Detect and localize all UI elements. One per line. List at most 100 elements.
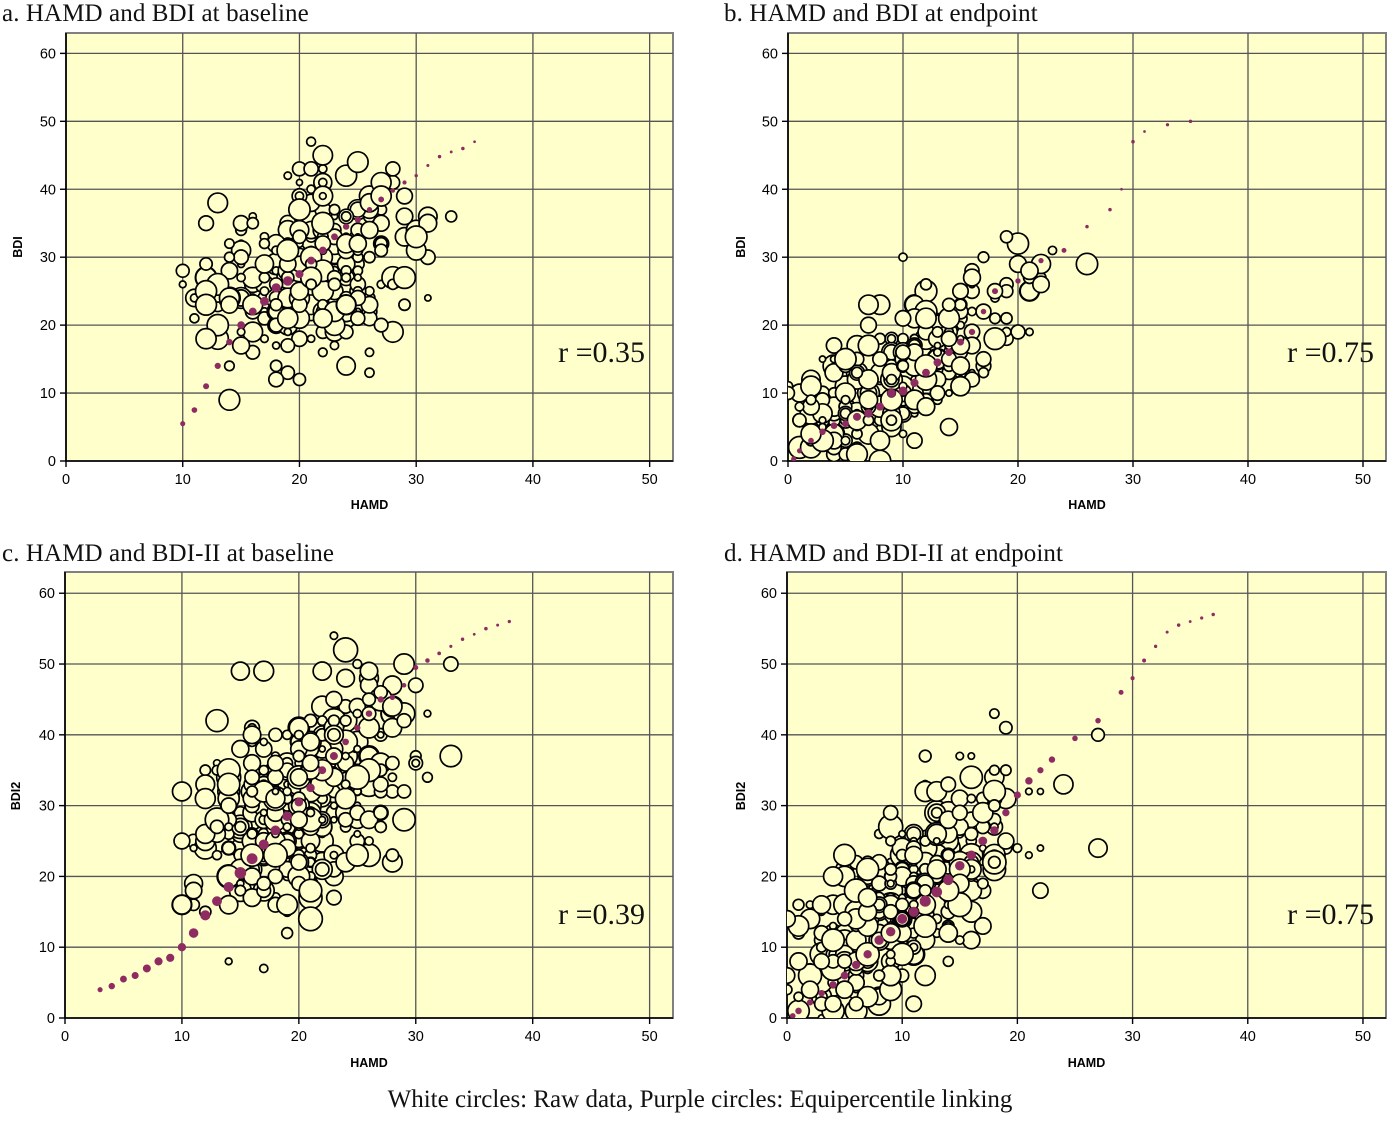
correlation-annotation: r =0.75 [1287, 898, 1374, 931]
raw-data-circle [259, 286, 270, 297]
raw-data-circle [423, 293, 432, 302]
raw-data-circle [822, 866, 844, 887]
raw-data-circle [787, 909, 797, 928]
raw-data-circle [339, 714, 352, 727]
raw-data-circle [858, 369, 879, 390]
raw-data-circle [336, 355, 357, 376]
raw-data-circle [283, 171, 293, 181]
equipercentile-circle [142, 964, 151, 973]
raw-data-circle [340, 272, 352, 283]
raw-data-circle [421, 771, 434, 784]
raw-data-circle [1087, 838, 1109, 859]
raw-data-circle [305, 136, 317, 147]
equipercentile-circle [108, 982, 115, 990]
data-points-group [175, 136, 476, 427]
raw-data-circle [941, 297, 957, 312]
panel-b: b. HAMD and BDI at endpoint 0 10 20 30 40 50 6… [700, 0, 1400, 520]
raw-data-circle [869, 430, 891, 452]
raw-data-circle [254, 254, 275, 274]
raw-data-circle [359, 661, 379, 681]
raw-data-circle [231, 336, 251, 355]
raw-data-circle [821, 928, 846, 953]
raw-data-circle [1090, 727, 1106, 742]
equipercentile-circle [389, 694, 396, 700]
x-axis-tick-label: 40 [1240, 1029, 1256, 1045]
x-axis-tick-label: 30 [408, 472, 424, 488]
raw-data-circle [253, 660, 275, 682]
raw-data-circle [209, 819, 225, 835]
raw-data-circle [280, 365, 296, 381]
raw-data-circle [329, 850, 339, 860]
raw-data-circle [967, 751, 976, 761]
raw-data-circle [930, 806, 943, 819]
equipercentile-circle [306, 783, 315, 793]
equipercentile-circle [1153, 644, 1158, 649]
raw-data-circle [398, 298, 411, 312]
raw-data-circle [818, 355, 827, 364]
raw-data-circle [793, 991, 804, 1003]
equipercentile-circle [910, 378, 919, 387]
raw-data-circle [423, 709, 432, 718]
raw-data-circle [292, 229, 307, 245]
raw-data-circle [246, 828, 258, 840]
raw-data-circle [303, 160, 320, 177]
raw-data-circle [259, 808, 268, 817]
raw-data-circle [926, 859, 947, 880]
x-axis-tick-label: 20 [291, 472, 307, 488]
raw-data-circle [392, 807, 417, 832]
raw-data-circle [962, 268, 982, 287]
raw-data-circle [988, 708, 1000, 720]
equipercentile-circle [1165, 123, 1170, 127]
equipercentile-circle [131, 971, 139, 980]
raw-data-circle [886, 333, 897, 344]
raw-data-circle [885, 835, 897, 847]
raw-data-circle [373, 317, 389, 333]
raw-data-circle [189, 313, 200, 324]
x-axis-tick-label: 20 [1009, 1029, 1025, 1045]
raw-data-circle [223, 238, 235, 250]
raw-data-circle [964, 826, 979, 842]
panel-c-scatter-plot: 0 10 20 30 40 50 60 0 10 20 30 40 50 HAMD BDI2 r =0.39 [9, 571, 674, 1070]
x-axis-tick-label: 40 [1240, 472, 1256, 488]
equipercentile-circle [808, 437, 814, 444]
equipercentile-circle [806, 999, 814, 1006]
equipercentile-circle [1061, 247, 1067, 253]
raw-data-circle [359, 810, 379, 830]
equipercentile-circle [1188, 119, 1193, 124]
equipercentile-circle [248, 307, 257, 316]
raw-data-circle [954, 935, 965, 946]
raw-data-circle [442, 656, 459, 673]
raw-data-circle [898, 252, 908, 263]
raw-data-circle [311, 211, 335, 235]
raw-data-circle [269, 298, 283, 312]
raw-data-circle [933, 341, 942, 350]
x-axis-title: HAMD [1068, 1056, 1106, 1070]
y-axis-tick-label: 40 [40, 182, 56, 198]
raw-data-circle [318, 815, 327, 824]
raw-data-circle [293, 729, 305, 741]
raw-data-circle [175, 263, 191, 279]
equipercentile-circle [919, 895, 931, 907]
raw-data-circle [1047, 245, 1058, 256]
correlation-annotation: r =0.75 [1287, 336, 1374, 369]
y-axis-tick-label: 10 [762, 386, 778, 402]
raw-data-circle [857, 294, 880, 316]
raw-data-circle [312, 144, 334, 166]
raw-data-circle [258, 237, 271, 250]
raw-data-circle [171, 781, 193, 802]
raw-data-circle [905, 995, 923, 1013]
raw-data-circle [280, 337, 296, 354]
raw-data-circle [223, 822, 234, 832]
raw-data-circle [335, 668, 356, 688]
raw-data-circle [267, 371, 285, 388]
raw-data-circle [967, 306, 977, 317]
raw-data-circle [318, 745, 327, 753]
equipercentile-circle [1048, 756, 1056, 763]
y-axis-tick-label: 10 [39, 940, 55, 956]
raw-data-circle [314, 861, 330, 877]
equipercentile-circle [1131, 139, 1135, 144]
raw-data-circle [340, 779, 351, 790]
raw-data-circle [292, 372, 307, 387]
raw-data-circle [439, 744, 463, 768]
raw-data-circle [857, 334, 880, 357]
